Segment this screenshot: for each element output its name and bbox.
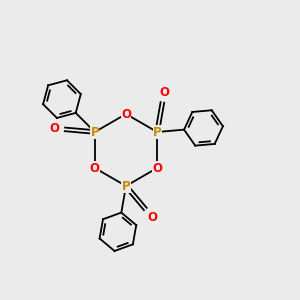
Text: P: P bbox=[153, 125, 161, 139]
Text: O: O bbox=[152, 161, 162, 175]
Text: O: O bbox=[147, 211, 157, 224]
Text: P: P bbox=[91, 125, 99, 139]
Text: P: P bbox=[122, 179, 130, 193]
Text: O: O bbox=[90, 161, 100, 175]
Text: O: O bbox=[121, 107, 131, 121]
Text: O: O bbox=[50, 122, 59, 135]
Text: O: O bbox=[159, 85, 169, 99]
